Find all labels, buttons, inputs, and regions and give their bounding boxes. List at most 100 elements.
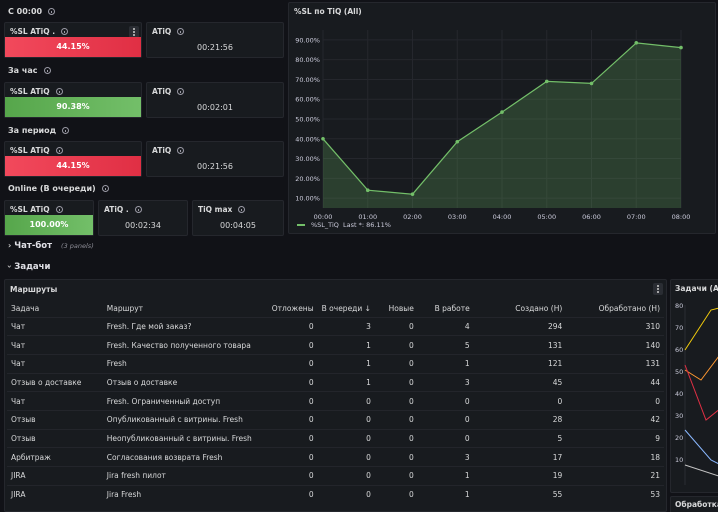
cell-number: 21 <box>566 466 664 486</box>
cell-number: 9 <box>566 428 664 448</box>
cell-number: 0 <box>374 428 418 448</box>
info-icon[interactable] <box>55 88 63 95</box>
panel-title: ATiQ . <box>104 205 142 214</box>
sl-by-tiq-chart-panel[interactable]: %SL по TiQ (All) 10.00% 20.00% 30.00% 40.00… <box>288 2 716 234</box>
table-row[interactable]: Арбитраж Согласования возврата Fresh 0 0 0 3 1… <box>7 447 664 467</box>
info-icon[interactable] <box>55 206 63 213</box>
atiq-panel-1[interactable]: ATiQ 00:21:56 <box>146 22 284 58</box>
table-row[interactable]: Чат Fresh. Качество полученного товара 0 1 0… <box>7 335 664 355</box>
cell-number: 0 <box>417 409 474 430</box>
online-sl-panel[interactable]: %SL ATiQ 100.00% <box>4 200 94 236</box>
sl-value-bar: 90.38% <box>5 97 141 117</box>
info-icon[interactable] <box>134 206 142 213</box>
online-tiq-max-panel[interactable]: TiQ max 00:04:05 <box>192 200 284 236</box>
info-icon[interactable] <box>55 147 63 154</box>
cell-number: 0 <box>417 391 474 411</box>
table-row[interactable]: Чат Fresh. Где мой заказ? 0 3 0 4 294 310 <box>7 316 664 336</box>
table-row[interactable]: Чат Fresh 0 1 0 1 121 131 <box>7 353 664 374</box>
table-row[interactable]: Чат Fresh. Ограниченный доступ 0 0 0 0 0 0 <box>7 391 664 411</box>
cell-number: 0 <box>374 484 418 504</box>
data-point[interactable] <box>679 45 683 50</box>
cell-number: 0 <box>317 391 375 411</box>
data-point[interactable] <box>544 79 549 84</box>
sl-atiq-panel-2[interactable]: %SL ATiQ 90.38% <box>4 82 142 118</box>
table-row[interactable]: Отзыв о доставке Отзыв о доставке 0 1 0 3 45 44 <box>7 372 664 392</box>
cell-number: 0 <box>317 447 375 467</box>
table-row[interactable]: JIRA Jira fresh пилот 0 0 0 1 19 21 <box>7 466 664 486</box>
panel-title: %SL ATiQ . <box>10 27 69 36</box>
row-tasks[interactable]: ›Задачи <box>5 262 50 272</box>
section-label: За период <box>8 126 57 135</box>
cell-number: 0 <box>473 391 567 411</box>
x-tick-label: 06:00 <box>582 213 601 221</box>
atiq-value: 00:21:56 <box>197 162 233 171</box>
sl-atiq-panel-3[interactable]: %SL ATiQ 44.15% <box>4 141 142 177</box>
tasks-all-panel[interactable]: Задачи (All) 80 70 60 50 40 30 20 10 <box>670 279 718 493</box>
panel-title: %SL ATiQ <box>10 87 63 96</box>
table-row[interactable]: JIRA Jira Fresh 0 0 0 1 55 53 <box>7 484 664 504</box>
info-icon[interactable] <box>61 28 69 35</box>
cell-number: 18 <box>566 447 664 467</box>
cell-number: 0 <box>374 409 418 430</box>
atiq-panel-2[interactable]: ATiQ 00:02:01 <box>146 82 284 118</box>
info-icon[interactable] <box>48 8 56 15</box>
online-atiq-panel[interactable]: ATiQ . 00:02:34 <box>98 200 188 236</box>
cell-number: 1 <box>417 353 474 374</box>
cell-number: 0 <box>264 447 318 467</box>
routes-table-panel[interactable]: Маршруты Задача Маршрут Отложены В очере… <box>4 279 667 512</box>
cell-number: 17 <box>473 447 567 467</box>
data-point[interactable] <box>589 81 594 86</box>
info-icon[interactable] <box>177 88 185 95</box>
y-tick-label: 50 <box>675 368 684 376</box>
col-postponed[interactable]: Отложены <box>271 303 314 313</box>
col-processed[interactable]: Обработано (Н) <box>598 303 660 313</box>
chart-title: %SL по TiQ (All) <box>294 7 362 16</box>
panel-menu-icon[interactable] <box>653 283 663 295</box>
atiq-panel-3[interactable]: ATiQ 00:21:56 <box>146 141 284 177</box>
info-icon[interactable] <box>62 127 70 134</box>
cell-number: 1 <box>417 466 474 486</box>
info-icon[interactable] <box>101 185 109 192</box>
data-point[interactable] <box>634 41 639 45</box>
y-tick-label: 70 <box>675 324 684 332</box>
col-created[interactable]: Создано (Н) <box>515 303 563 313</box>
section-title-period: За период <box>8 126 70 135</box>
panel-menu-icon[interactable] <box>129 26 139 38</box>
info-icon[interactable] <box>238 206 246 213</box>
cell-number: 0 <box>264 335 318 355</box>
cell-task: Отзыв о доставке <box>7 372 103 392</box>
panel-count: (3 panels) <box>61 242 94 250</box>
x-tick-label: 04:00 <box>493 213 512 221</box>
cell-number: 121 <box>473 353 567 374</box>
cell-route: Jira fresh пилот <box>102 466 265 486</box>
col-in-work[interactable]: В работе <box>434 303 470 313</box>
data-point[interactable] <box>455 139 460 144</box>
atiq-value: 00:02:01 <box>197 103 233 112</box>
col-route[interactable]: Маршрут <box>106 303 144 313</box>
col-new[interactable]: Новые <box>388 303 414 313</box>
x-tick-label: 02:00 <box>403 213 422 221</box>
data-point[interactable] <box>365 188 370 192</box>
info-icon[interactable] <box>43 67 51 74</box>
sl-atiq-panel-1[interactable]: %SL ATiQ . 44.15% <box>4 22 142 58</box>
y-tick-label: 30.00% <box>295 155 320 163</box>
legend-series-name: %SL_TiQ <box>311 221 339 229</box>
data-point[interactable] <box>321 136 325 141</box>
info-icon[interactable] <box>177 147 185 154</box>
y-tick-label: 80.00% <box>295 56 320 64</box>
chart-legend[interactable]: %SL_TiQ Last *: 86.11% <box>297 221 391 229</box>
col-task[interactable]: Задача <box>11 303 40 313</box>
tasks-chart-lines <box>684 305 718 485</box>
info-icon[interactable] <box>177 28 185 35</box>
processing-panel[interactable]: Обработка <box>670 496 718 512</box>
cell-number: 0 <box>374 372 418 392</box>
table-row[interactable]: Отзыв Неопубликованный с витрины. Fresh 0 0… <box>7 428 664 448</box>
atiq-value: 00:02:34 <box>125 221 161 230</box>
data-point[interactable] <box>410 192 415 196</box>
table-row[interactable]: Отзыв Опубликованный с витрины. Fresh 0 0 0 0… <box>7 409 664 430</box>
cell-number: 1 <box>417 484 474 504</box>
col-in-queue[interactable]: В очереди ↓ <box>321 303 371 313</box>
data-point[interactable] <box>500 110 504 114</box>
row-chatbot[interactable]: › Чат-бот (3 panels) <box>8 241 94 251</box>
cell-number: 53 <box>566 484 664 504</box>
